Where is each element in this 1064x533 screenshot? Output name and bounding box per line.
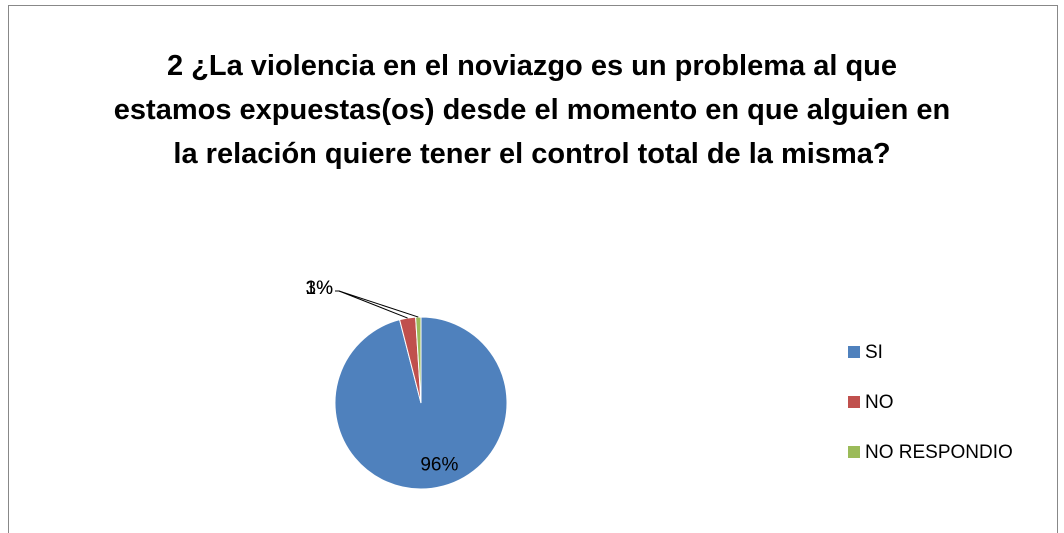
legend-label: NO xyxy=(865,392,894,413)
legend-swatch xyxy=(848,396,860,408)
pie-slice xyxy=(415,316,422,404)
legend-label: NO RESPONDIO xyxy=(865,442,1013,463)
data-label: 3% xyxy=(306,278,334,299)
chart-title: 2 ¿La violencia en el noviazgo es un pro… xyxy=(113,50,951,170)
leader-line xyxy=(338,290,419,318)
data-label: 96% xyxy=(420,455,458,476)
legend-swatch xyxy=(848,446,860,458)
leader-line xyxy=(338,290,408,319)
chart-frame xyxy=(8,5,1058,533)
data-label: 1% xyxy=(306,278,334,299)
legend-swatch xyxy=(848,346,860,358)
legend-label: SI xyxy=(865,342,883,363)
